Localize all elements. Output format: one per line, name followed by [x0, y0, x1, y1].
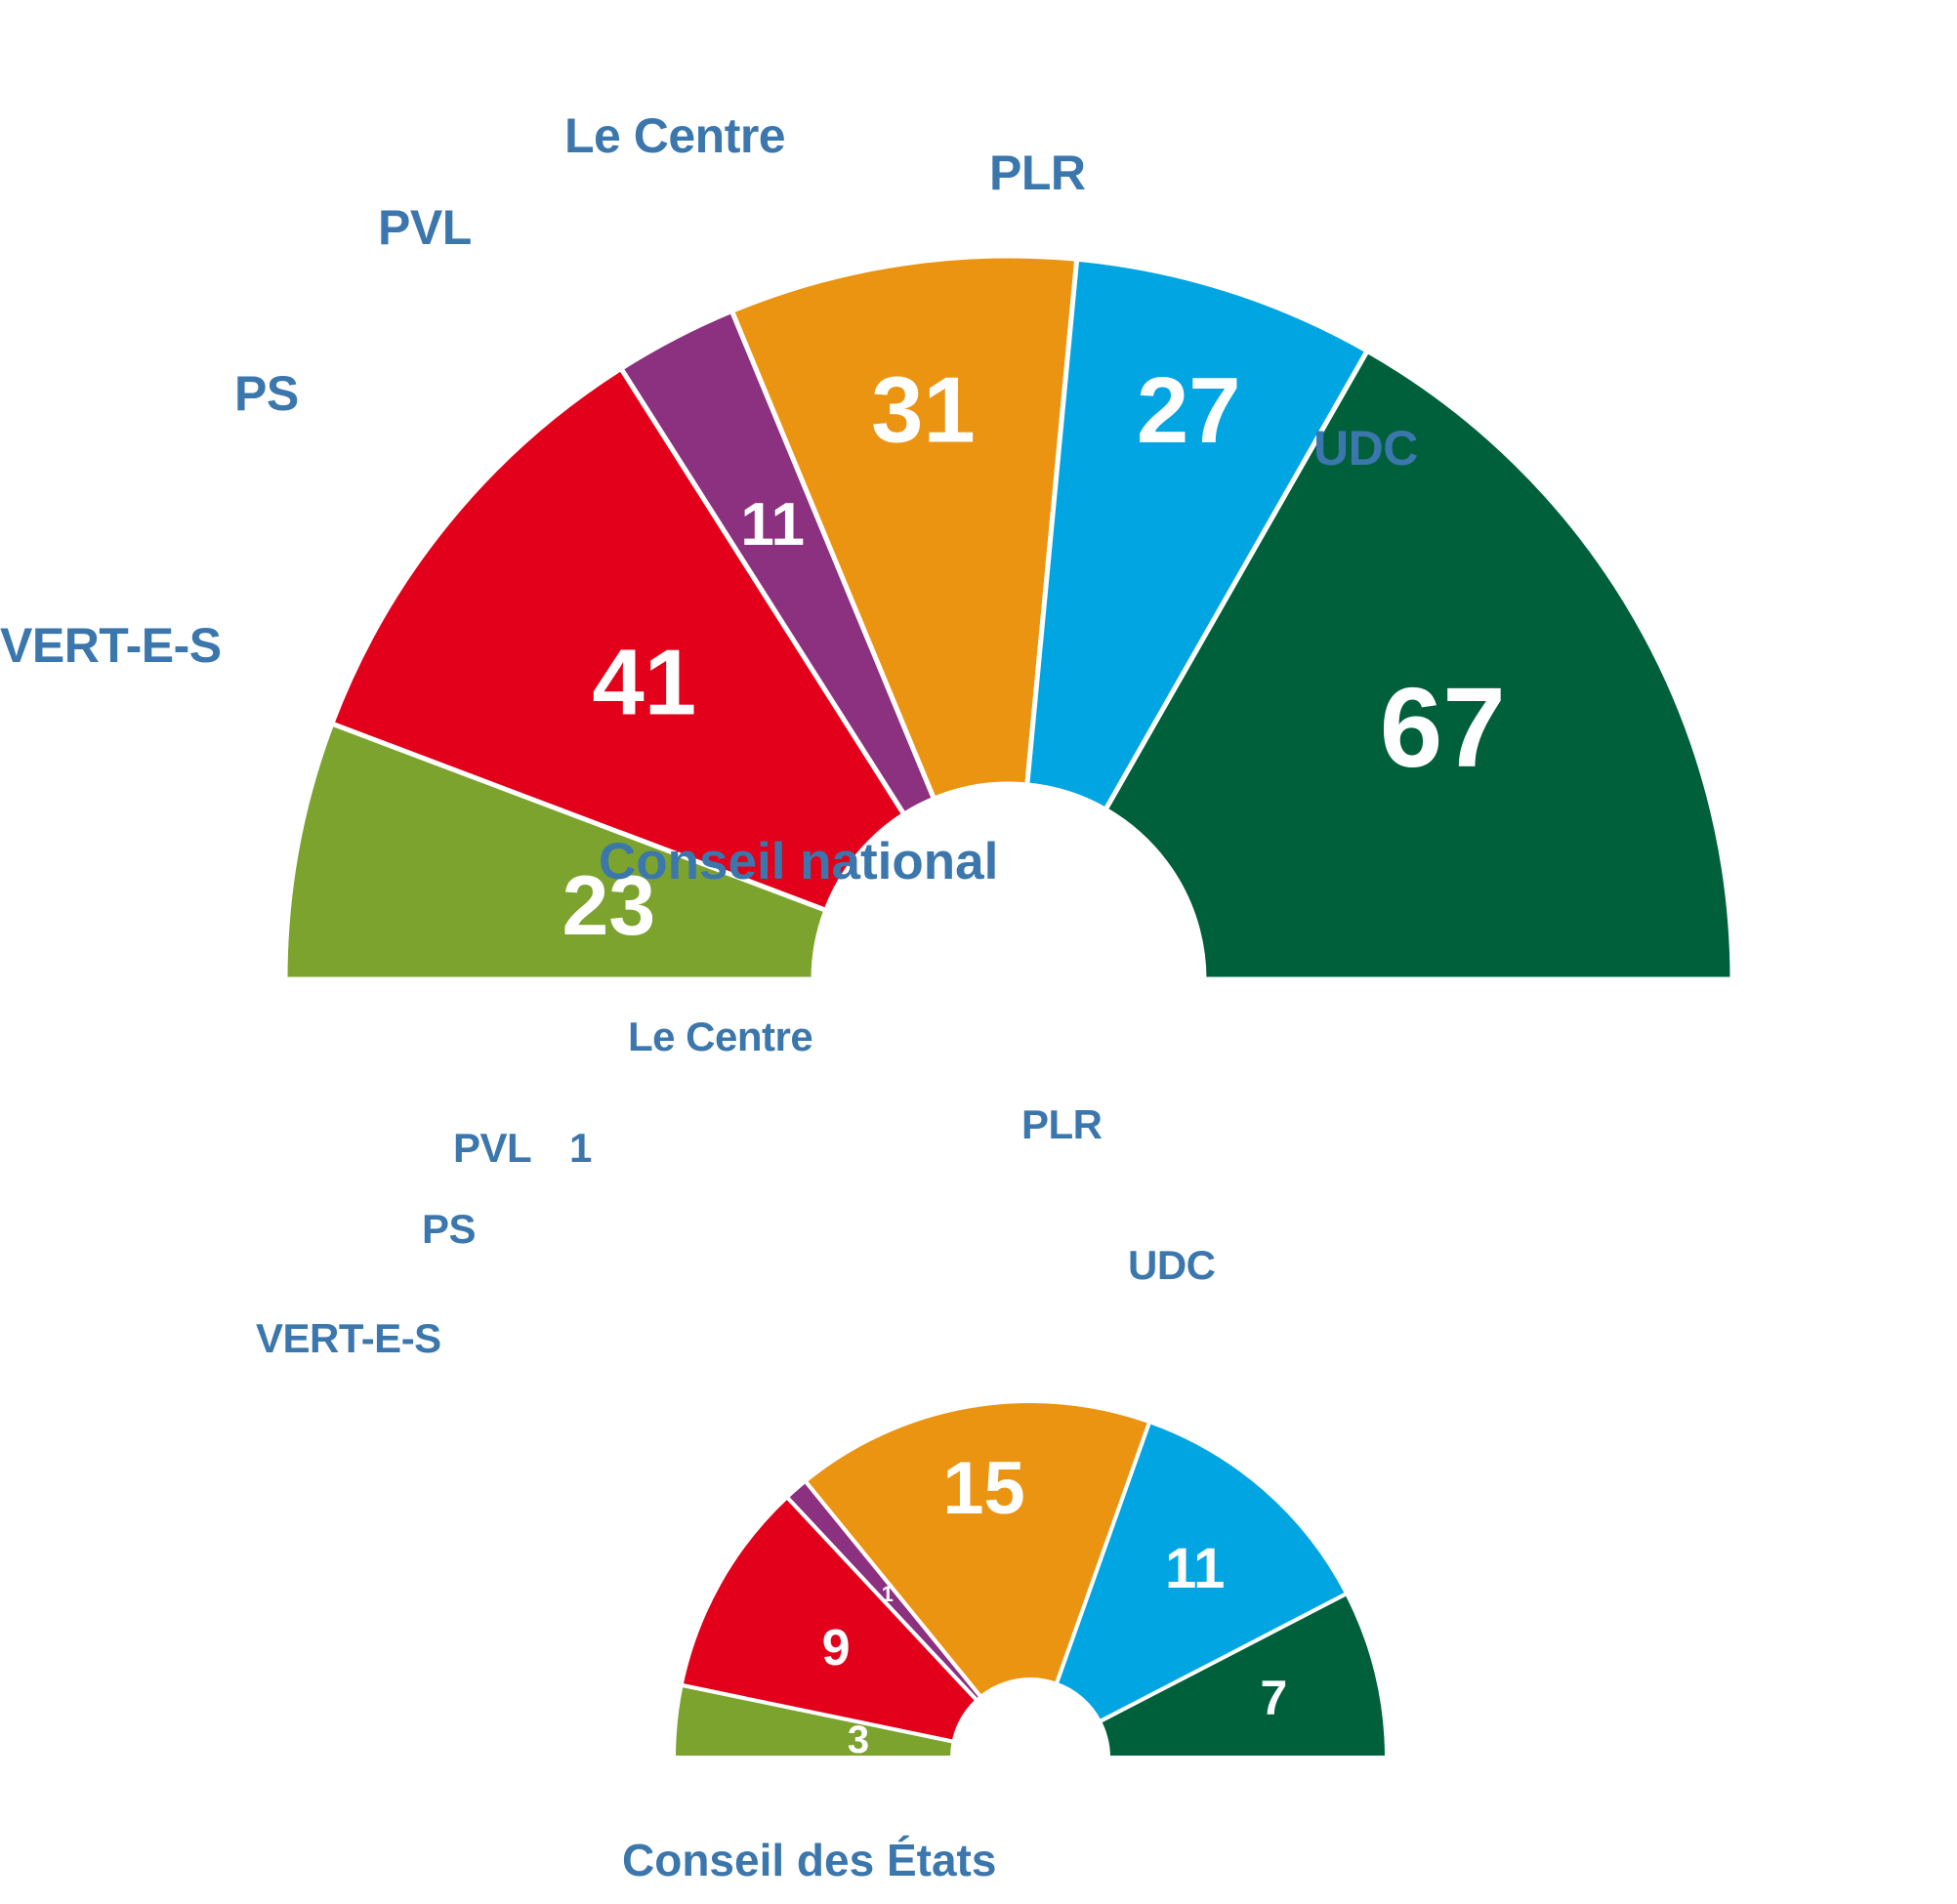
pie-slice-le-centre[interactable] [729, 253, 1080, 803]
pie-slice-value-plr: 27 [1137, 358, 1241, 463]
pie-slice-value-ps: 9 [822, 1620, 851, 1676]
pie-slice-ps[interactable] [679, 1494, 980, 1745]
pie-slice-value-le-centre: 15 [942, 1447, 1025, 1530]
pie-slice-udc[interactable] [1097, 1591, 1390, 1759]
chart2-label-vert: VERT-E-S [256, 1315, 441, 1361]
pie-slice-plr[interactable] [1024, 256, 1371, 813]
pie-slice-le-centre[interactable] [802, 1398, 1152, 1700]
pie-slice-value-plr: 11 [1165, 1537, 1225, 1600]
pie-slice-value-pvl: 11 [740, 491, 805, 559]
chart1-label-pvl: PVL [378, 200, 472, 255]
pie-slice-value-ps: 41 [592, 631, 696, 735]
chart2-label-pvl: PVL [453, 1125, 532, 1171]
chart1-label-udc: UDC [1313, 421, 1418, 476]
pie-slice-value-vert-e-s: 23 [562, 859, 656, 953]
pie-slice-vert-e-s[interactable] [282, 720, 830, 982]
chart1-label-ps: PS [234, 366, 299, 421]
pie-slice-value-vert-e-s: 3 [848, 1718, 869, 1761]
chart1-label-vert: VERT-E-S [0, 618, 222, 673]
pie-slice-value-udc: 7 [1260, 1671, 1287, 1725]
chart2-label-ps: PS [422, 1206, 477, 1252]
chart1-label-centre: Le Centre [564, 108, 786, 163]
chart1-title: Conseil national [599, 833, 999, 890]
chart2-title: Conseil des États [622, 1835, 997, 1885]
chart2-label-centre: Le Centre [628, 1014, 813, 1059]
pie-slice-ps[interactable] [328, 364, 908, 914]
chart2-label-pvl-value: 1 [569, 1125, 592, 1171]
pie-slice-udc[interactable] [1102, 347, 1735, 982]
pie-slice-value-udc: 67 [1380, 664, 1506, 791]
conseil-national-slices: 23 41 11 31 27 67 [282, 253, 1735, 982]
chart2-label-plr: PLR [1021, 1101, 1103, 1147]
pie-slice-value-le-centre: 31 [871, 358, 976, 463]
pie-slice-plr[interactable] [1054, 1419, 1350, 1724]
chart1-label-plr: PLR [989, 145, 1086, 200]
chart2-label-udc: UDC [1128, 1242, 1216, 1288]
